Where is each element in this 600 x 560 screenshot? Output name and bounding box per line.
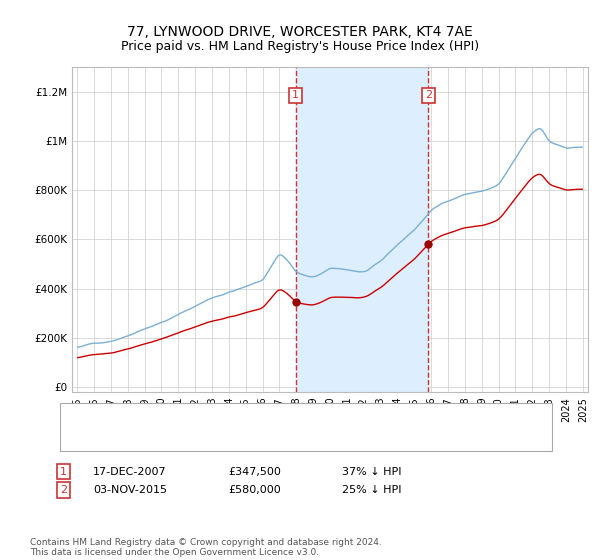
Text: 25% ↓ HPI: 25% ↓ HPI <box>342 485 401 495</box>
Text: Contains HM Land Registry data © Crown copyright and database right 2024.
This d: Contains HM Land Registry data © Crown c… <box>30 538 382 557</box>
Text: 1: 1 <box>60 466 67 477</box>
Bar <box>296 67 428 392</box>
Text: ——: —— <box>72 432 89 446</box>
Text: 77, LYNWOOD DRIVE, WORCESTER PARK, KT4 7AE: 77, LYNWOOD DRIVE, WORCESTER PARK, KT4 7… <box>127 25 473 39</box>
Text: HPI: Average price, detached house, Sutton: HPI: Average price, detached house, Sutt… <box>102 434 329 444</box>
Text: 1: 1 <box>292 91 299 100</box>
Text: £347,500: £347,500 <box>228 466 281 477</box>
Text: 77, LYNWOOD DRIVE, WORCESTER PARK, KT4 7AE (detached house): 77, LYNWOOD DRIVE, WORCESTER PARK, KT4 7… <box>102 412 456 422</box>
Text: 17-DEC-2007: 17-DEC-2007 <box>93 466 167 477</box>
Text: 2: 2 <box>425 91 432 100</box>
Text: £580,000: £580,000 <box>228 485 281 495</box>
Text: 37% ↓ HPI: 37% ↓ HPI <box>342 466 401 477</box>
Text: Price paid vs. HM Land Registry's House Price Index (HPI): Price paid vs. HM Land Registry's House … <box>121 40 479 53</box>
Text: ——: —— <box>72 409 89 423</box>
Text: 03-NOV-2015: 03-NOV-2015 <box>93 485 167 495</box>
Text: 2: 2 <box>60 485 67 495</box>
